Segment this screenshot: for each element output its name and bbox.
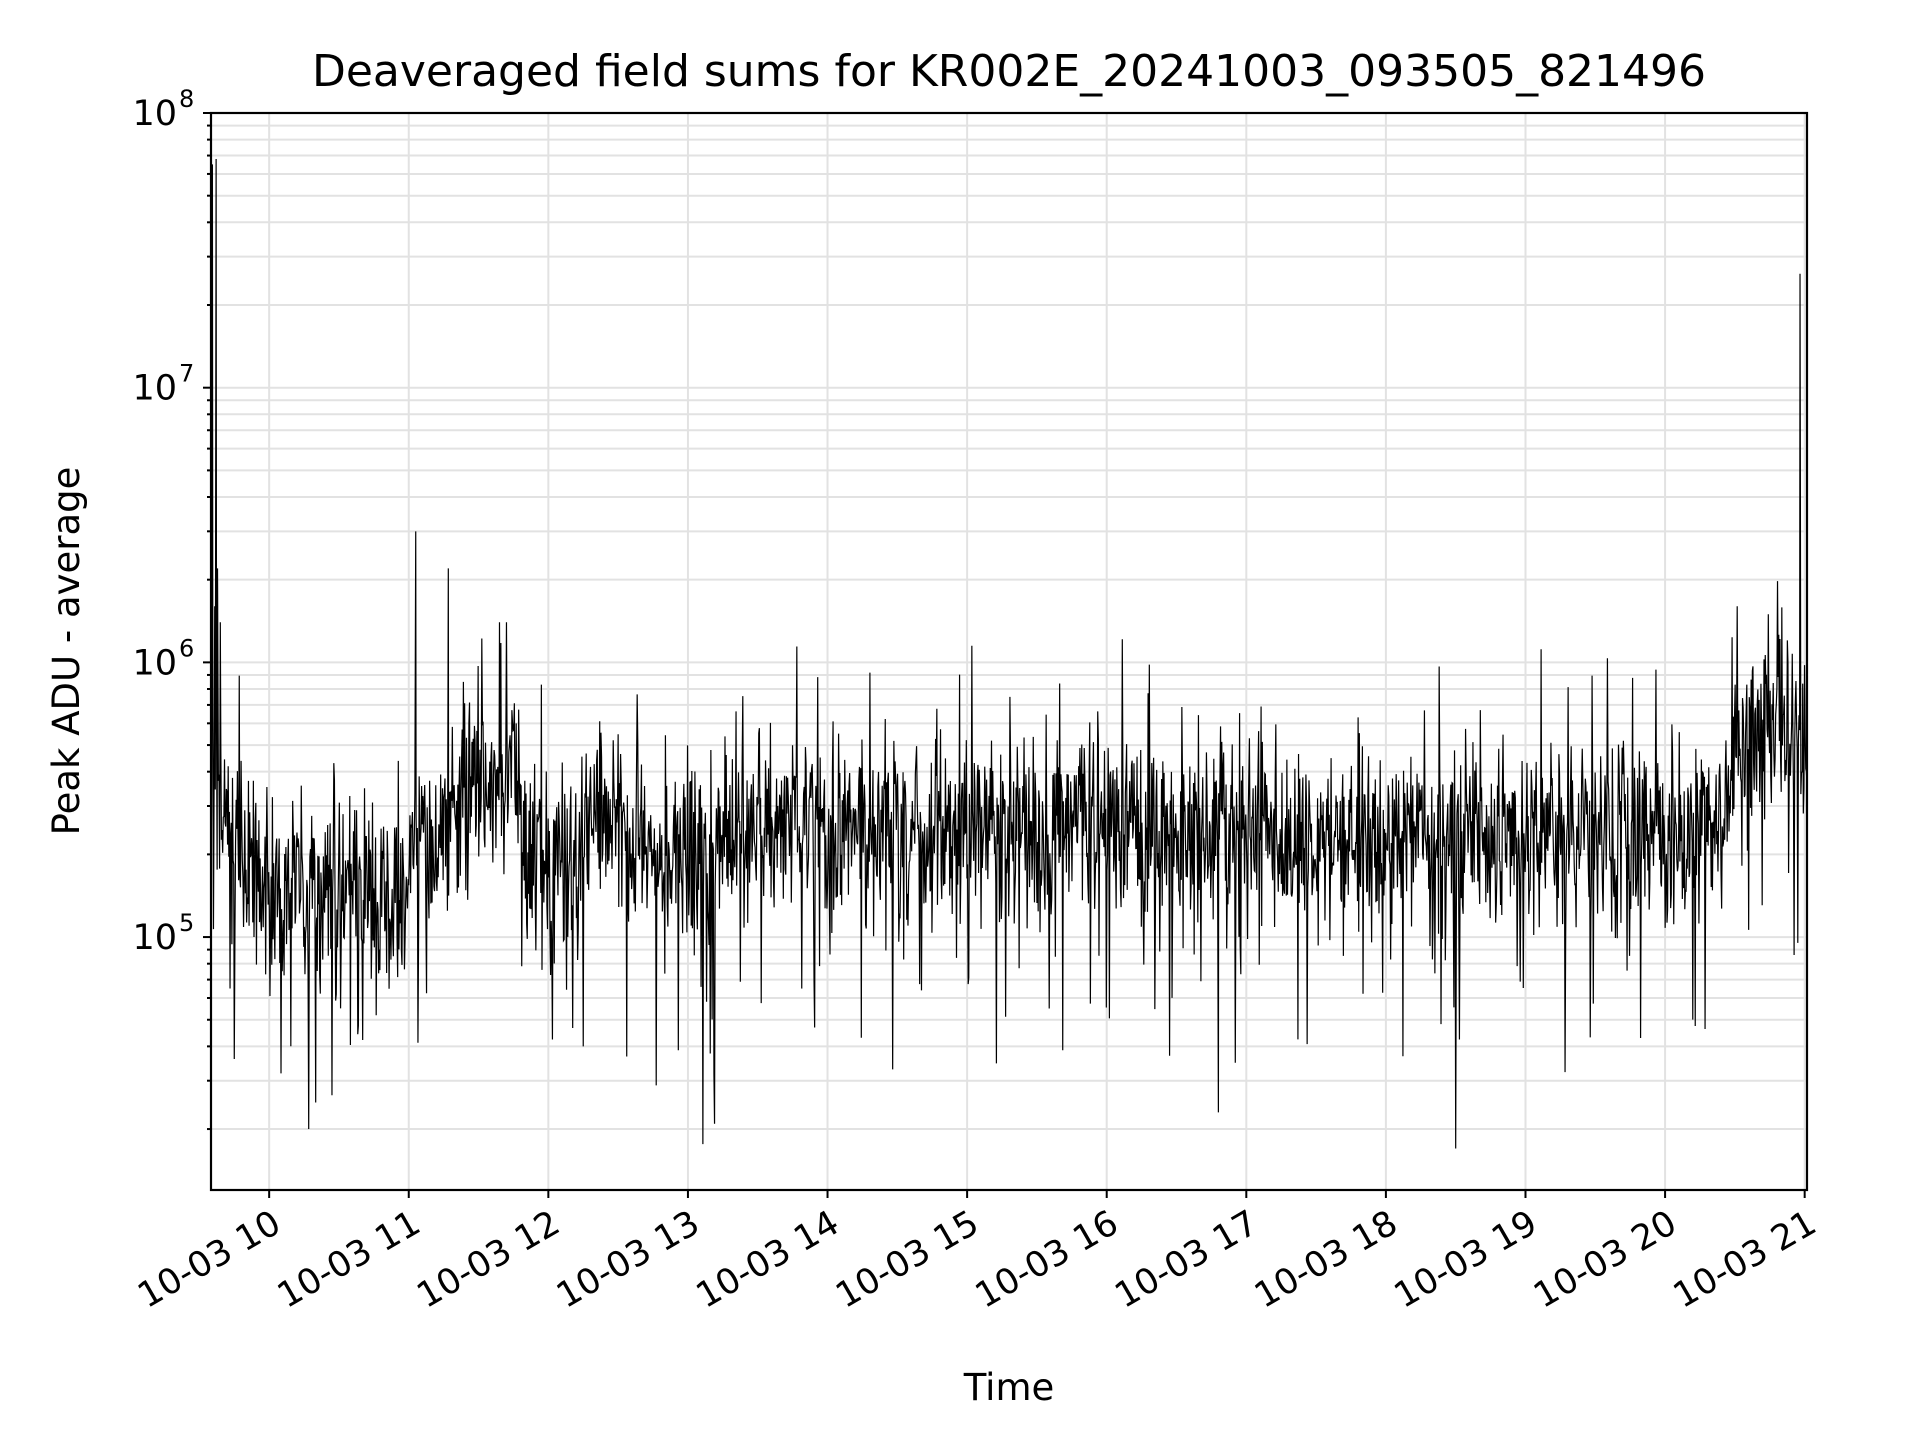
y-tick-exponent: 5 <box>179 909 194 937</box>
x-axis-label: Time <box>963 1366 1055 1409</box>
x-tick-label: 10-03 12 <box>411 1203 567 1316</box>
x-tick-label: 10-03 20 <box>1527 1203 1683 1316</box>
x-tick-label: 10-03 10 <box>131 1203 287 1316</box>
y-tick-label: 10 <box>132 94 177 134</box>
y-axis-label: Peak ADU - average <box>45 467 88 836</box>
grid <box>211 112 1807 1190</box>
plot-frame <box>209 111 1809 1192</box>
chart-title: Deaveraged field sums for KR002E_2024100… <box>312 46 1706 97</box>
y-tick-label: 10 <box>132 918 177 958</box>
x-tick-label: 10-03 14 <box>690 1203 846 1316</box>
y-tick-exponent: 6 <box>179 634 194 662</box>
x-tick-label: 10-03 15 <box>829 1203 985 1316</box>
data-layer <box>210 159 1808 1149</box>
series-line <box>210 159 1808 1149</box>
y-tick-exponent: 7 <box>179 360 194 388</box>
y-tick-label: 10 <box>132 643 177 683</box>
x-tick-label: 10-03 19 <box>1388 1203 1544 1316</box>
x-tick-label: 10-03 18 <box>1248 1203 1404 1316</box>
x-tick-label: 10-03 17 <box>1109 1203 1265 1316</box>
x-tick-label: 10-03 13 <box>550 1203 706 1316</box>
x-tick-label: 10-03 11 <box>271 1203 427 1316</box>
y-tick-exponent: 8 <box>179 85 194 113</box>
y-tick-label: 10 <box>132 369 177 409</box>
x-tick-label: 10-03 16 <box>969 1203 1125 1316</box>
x-tick-label: 10-03 21 <box>1667 1203 1823 1316</box>
